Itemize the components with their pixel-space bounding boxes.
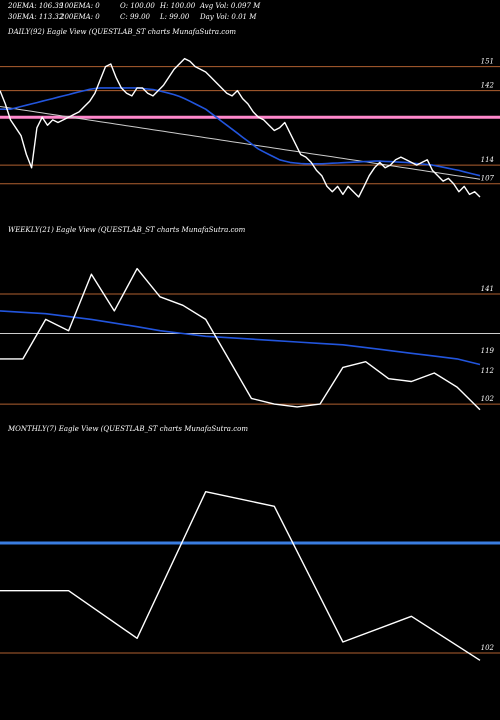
ema30-label: 30EMA: 113.32 — [8, 13, 64, 21]
weekly-level-label: 112 — [481, 367, 495, 375]
daily-ema_long-line — [0, 106, 481, 180]
weekly-ema-line — [0, 310, 481, 366]
ema20-label: 20EMA: 106.39 — [8, 2, 64, 10]
daily-chart: 151 142 114 107 — [0, 57, 500, 198]
weekly-panel-title: WEEKLY(21) Eagle View (QUESTLAB_ST chart… — [8, 226, 246, 234]
daily-price-line — [0, 57, 481, 198]
close-label: C: 99.00 — [120, 13, 150, 21]
daily-level-label: 107 — [481, 175, 495, 183]
monthly-price-line — [0, 491, 481, 661]
avg-vol-label: Avg Vol: 0.097 M — [200, 2, 261, 10]
weekly-level-label: 141 — [481, 285, 494, 293]
daily-ema_short-line — [0, 87, 481, 177]
ema100-label: 100EMA: 0 — [60, 2, 100, 10]
monthly-level-label: 102 — [481, 644, 495, 652]
indicator-header: 20EMA: 106.39 100EMA: 0 O: 100.00 H: 100… — [0, 0, 500, 30]
daily-level-label: 151 — [481, 58, 494, 66]
monthly-panel-title: MONTHLY(7) Eagle View (QUESTLAB_ST chart… — [8, 425, 248, 433]
high-label: H: 100.00 — [160, 2, 196, 10]
weekly-price-line — [0, 267, 481, 411]
open-label: O: 100.00 — [120, 2, 155, 10]
day-vol-label: Day Vol: 0.01 M — [200, 13, 257, 21]
daily-panel-title: DAILY(92) Eagle View (QUESTLAB_ST charts… — [8, 28, 237, 36]
daily-level-label: 114 — [481, 156, 494, 164]
weekly-level-label: 102 — [481, 395, 495, 403]
weekly-level-label: 119 — [481, 347, 495, 355]
low-label: L: 99.00 — [160, 13, 190, 21]
weekly-chart: 141 119 112 102 — [0, 267, 500, 411]
ema200-label: 200EMA: 0 — [60, 13, 100, 21]
daily-level-label: 142 — [481, 82, 495, 90]
monthly-chart: 102 — [0, 491, 500, 661]
